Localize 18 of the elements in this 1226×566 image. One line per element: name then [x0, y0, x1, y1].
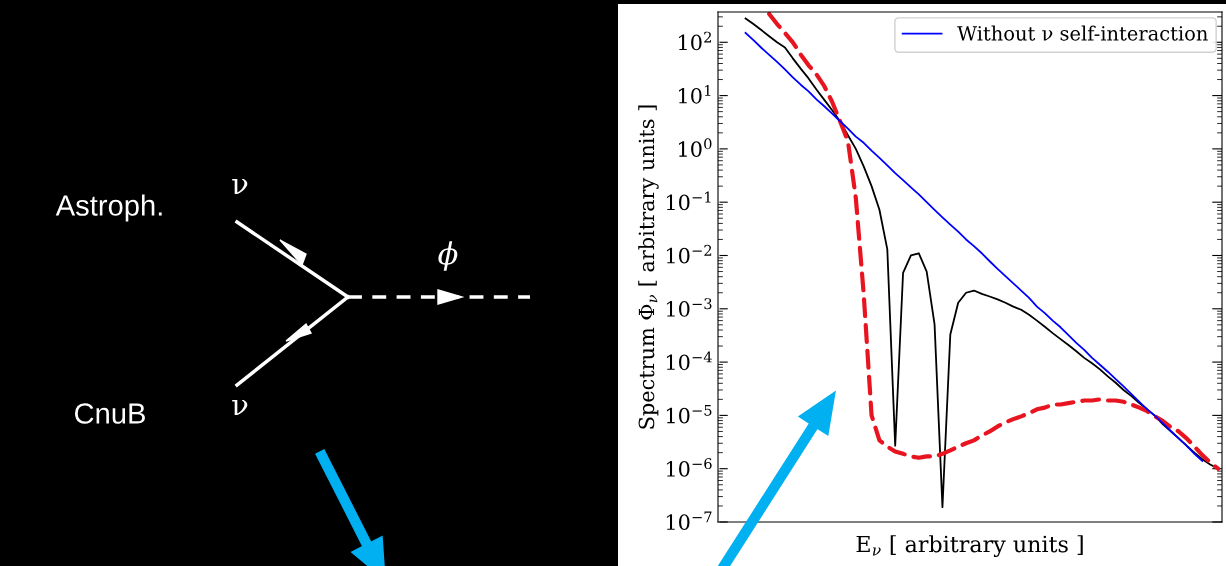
- text: CnuB: [75, 403, 145, 424]
- text: Astroph.: [55, 194, 162, 222]
- y-tick-label: 10$^{−6}$: [666, 458, 712, 477]
- y-tick-label: 10$^{−5}$: [666, 404, 712, 424]
- y-tick-label: 10$^{−4}$: [666, 351, 712, 371]
- y-tick-label: 10$^{2}$: [679, 31, 712, 51]
- y-tick-label: 10$^{−1}$: [666, 191, 711, 211]
- text: ν: [232, 178, 248, 195]
- y-tick-label: 10$^{0}$: [679, 138, 712, 157]
- text: ν: [232, 399, 248, 416]
- x-axis-title: E$_{ν}$ [ arbitrary units ]: [856, 535, 1083, 558]
- y-axis-title: Spectrum Φ$_{ν}$ [ arbitrary units ]: [638, 105, 659, 429]
- y-tick-label: 10$^{−3}$: [666, 298, 712, 317]
- y-tick-label: 10$^{1}$: [679, 84, 711, 104]
- legend-label: Without ν self-interaction: [957, 25, 1208, 41]
- y-tick-label: 10$^{−7}$: [666, 511, 712, 531]
- text: ϕ: [438, 241, 458, 271]
- y-tick-label: 10$^{−2}$: [666, 244, 712, 264]
